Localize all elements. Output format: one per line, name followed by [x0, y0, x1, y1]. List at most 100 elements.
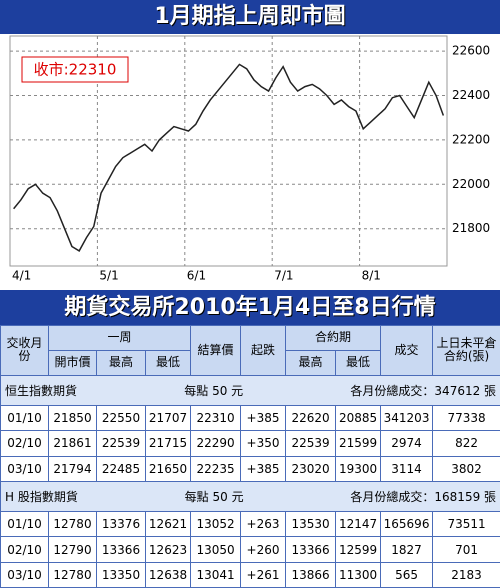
price-line [13, 63, 445, 252]
section-name: H 股指數期貨 [5, 490, 78, 504]
data-cell: 13366 [96, 536, 146, 563]
section-row: H 股指數期貨 每點 50 元 各月份總成交：168159 張 [0, 480, 500, 513]
data-cell: 21850 [48, 405, 97, 432]
data-cell: 13866 [285, 561, 337, 588]
data-cell: 12780 [48, 561, 97, 588]
data-cell: 23020 [285, 455, 337, 482]
data-cell: 03/10 [0, 455, 49, 482]
data-cell: 22290 [190, 430, 242, 457]
header-row: 交收月份 一周 結算價 起跌 合約期 成交 上日未平倉合約(張) [0, 325, 500, 376]
data-row: 02/10 12790 13366 12623 13050 +260 13366 12599 1… [0, 536, 500, 563]
section-unit: 每點 50 元 [184, 383, 244, 398]
data-cell: 22310 [190, 405, 242, 432]
data-cell: +385 [240, 405, 287, 432]
data-cell: 12599 [335, 536, 382, 563]
y-tick-label: 22000 [452, 177, 490, 191]
data-cell: 02/10 [0, 536, 49, 563]
data-cell: 12780 [48, 511, 97, 538]
data-cell: +350 [240, 430, 287, 457]
header-cell: 上日未平倉合約(張) [432, 325, 500, 376]
y-tick-label: 22600 [452, 44, 490, 58]
data-row: 03/10 12780 13350 12638 13041 +261 13866 11300 5… [0, 561, 500, 588]
data-cell: 13052 [190, 511, 242, 538]
section-unit: 每點 50 元 [184, 490, 244, 504]
section-name: 恒生指數期貨 [5, 383, 78, 398]
data-cell: 1827 [380, 536, 434, 563]
chart: 21800 22000 22200 22400 22600 4/1 5/1 6/1 7/1 8/1… [9, 35, 490, 283]
data-cell: 3114 [380, 455, 434, 482]
section-total: 各月份總成交：347612 張 [350, 383, 497, 398]
data-cell: 21650 [144, 455, 192, 482]
data-cell: 21715 [144, 430, 192, 457]
data-cell: 12147 [335, 511, 382, 538]
data-cell: 77338 [432, 405, 500, 432]
data-cell: 11300 [335, 561, 382, 588]
data-cell: 22235 [190, 455, 242, 482]
data-cell: 13366 [285, 536, 337, 563]
data-cell: 822 [432, 430, 500, 457]
header-cell: 結算價 [190, 325, 242, 376]
data-cell: 13376 [96, 511, 146, 538]
data-cell: +385 [240, 455, 287, 482]
x-tick-label: 6/1 [187, 269, 206, 283]
quote-table: 交收月份 一周 結算價 起跌 合約期 成交 上日未平倉合約(張) 開市價 最高 … [0, 325, 500, 588]
data-cell: 73511 [432, 511, 500, 538]
data-cell: 341203 [380, 405, 434, 432]
section-info: H 股指數期貨 每點 50 元 各月份總成交：168159 張 [1, 488, 500, 505]
data-cell: 21794 [48, 455, 97, 482]
x-tick-label: 5/1 [99, 269, 118, 283]
x-tick-label: 8/1 [362, 269, 381, 283]
data-row: 01/10 21850 22550 21707 22310 +385 22620 20885 3… [0, 405, 500, 432]
header-cell: 最低 [144, 349, 192, 376]
data-row: 02/10 21861 22539 21715 22290 +350 22539 21599 2… [0, 430, 500, 457]
y-tick-label: 22400 [452, 88, 490, 102]
header-cell: 合約期 [285, 325, 382, 351]
header-cell: 最高 [285, 349, 337, 376]
header-cell: 開市價 [48, 349, 97, 376]
data-cell: 22485 [96, 455, 146, 482]
header-cell: 成交 [380, 325, 434, 376]
data-cell: 12638 [144, 561, 192, 588]
header-cell: 最高 [96, 349, 146, 376]
data-row: 01/10 12780 13376 12621 13052 +263 13530 12147 1… [0, 511, 500, 538]
chart-title: 1月期指上周即市圖 [0, 0, 500, 34]
data-cell: 12623 [144, 536, 192, 563]
data-cell: 19300 [335, 455, 382, 482]
y-tick-label: 21800 [452, 221, 490, 235]
data-cell: 701 [432, 536, 500, 563]
data-cell: +261 [240, 561, 287, 588]
data-cell: 13530 [285, 511, 337, 538]
data-cell: 12790 [48, 536, 97, 563]
data-cell: 21599 [335, 430, 382, 457]
section-cell: 恒生指數期貨 每點 50 元 各月份總成交：347612 張 [0, 374, 500, 407]
data-cell: 20885 [335, 405, 382, 432]
data-cell: 565 [380, 561, 434, 588]
x-tick-label: 4/1 [12, 269, 31, 283]
data-cell: 01/10 [0, 405, 49, 432]
data-cell: +263 [240, 511, 287, 538]
section-total: 各月份總成交：168159 張 [350, 490, 497, 504]
header-cell: 起跌 [240, 325, 287, 376]
header-row: 開市價 最高 最低 最高 最低 [1, 349, 500, 376]
data-cell: 22550 [96, 405, 146, 432]
data-cell: 2974 [380, 430, 434, 457]
data-cell: 13050 [190, 536, 242, 563]
data-cell: 2183 [432, 561, 500, 588]
header-cell: 最低 [335, 349, 382, 376]
table-title: 期貨交易所2010年1月4日至8日行情 [0, 290, 500, 325]
data-cell: +260 [240, 536, 287, 563]
data-cell: 3802 [432, 455, 500, 482]
y-tick-label: 22200 [452, 132, 490, 146]
data-cell: 22620 [285, 405, 337, 432]
data-cell: 13041 [190, 561, 242, 588]
section-info: 恒生指數期貨 每點 50 元 各月份總成交：347612 張 [1, 382, 500, 399]
data-cell: 22539 [285, 430, 337, 457]
data-row: 03/10 21794 22485 21650 22235 +385 23020 19300 3… [0, 455, 500, 482]
data-cell: 13350 [96, 561, 146, 588]
data-cell: 22539 [96, 430, 146, 457]
data-cell: 21861 [48, 430, 97, 457]
data-cell: 01/10 [0, 511, 49, 538]
data-cell: 03/10 [0, 561, 49, 588]
section-cell: H 股指數期貨 每點 50 元 各月份總成交：168159 張 [0, 480, 500, 513]
